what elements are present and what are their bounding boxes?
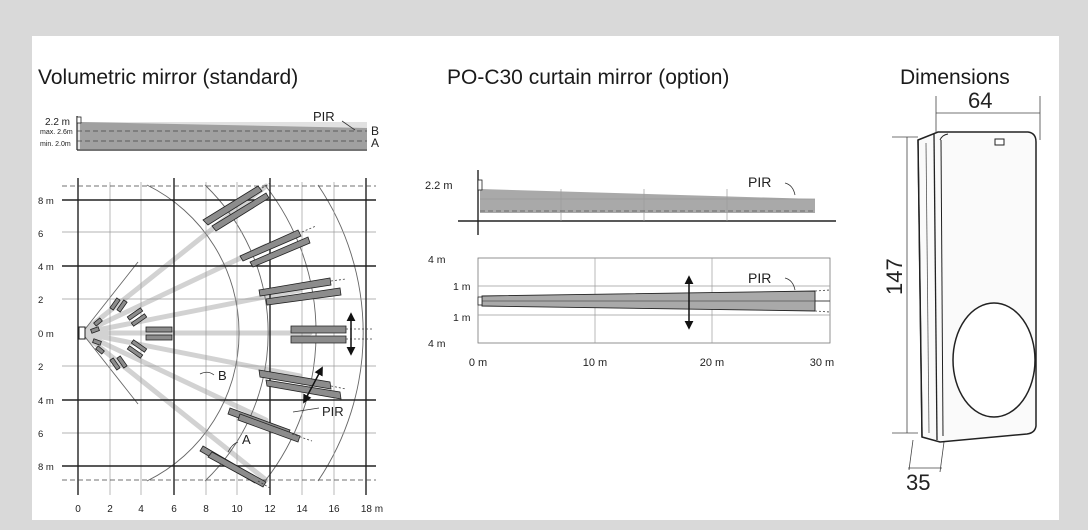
curtain-y-tick: 1 m [453,312,471,324]
curtain-top-view: PIR 4 m 1 m 1 m 4 m 0 m 10 m 20 m 30 m [428,254,834,369]
vol-y-tick-labels: 8 m 6 4 m 2 0 m 2 4 m 6 8 m [38,196,54,473]
dim-height-label: 147 [882,258,907,295]
dimensions-drawing: 64 147 35 [882,88,1040,495]
vol-x-tick: 14 [296,504,308,515]
curtain-x-tick: 20 m [700,357,724,369]
curtain-x-tick: 0 m [469,357,487,369]
vol-side-min-label: min. 2.0m [40,141,71,148]
dim-width-label: 64 [968,88,992,113]
curtain-y-tick: 4 m [428,254,446,266]
vol-x-tick: 6 [171,504,177,515]
vol-x-tick: 18 m [361,504,383,515]
vol-side-max-label: max. 2.6m [40,129,73,136]
curtain-x-tick-labels: 0 m 10 m 20 m 30 m [469,357,834,369]
vol-y-tick: 4 m [38,396,54,407]
vol-y-tick: 6 [38,429,43,440]
curtain-side-height-label: 2.2 m [425,180,453,192]
vol-x-tick: 2 [107,504,113,515]
curtain-sensor-icon [478,297,482,305]
device-led-window [995,139,1004,145]
vol-x-tick-labels: 0 2 4 6 8 10 12 14 16 18 m [75,504,383,515]
vol-y-tick: 0 m [38,329,54,340]
vol-x-tick: 0 [75,504,81,515]
curtain-side-pir-label: PIR [748,174,771,190]
vol-ray-fan [82,186,310,480]
curtain-y-tick: 4 m [428,338,446,350]
vol-x-tick: 10 [231,504,243,515]
volumetric-side-view: 2.2 m max. 2.6m min. 2.0m PIR B A [40,109,379,150]
device-mirror-lens [953,303,1035,417]
vol-y-tick: 2 [38,295,43,306]
vol-top-a-label: A [242,432,251,447]
vol-y-tick: 8 m [38,462,54,473]
vol-y-tick: 4 m [38,262,54,273]
vol-x-tick: 8 [203,504,209,515]
curtain-y-tick: 1 m [453,281,471,293]
vol-top-b-label: B [218,368,227,383]
vol-x-tick: 4 [138,504,144,515]
vol-top-pir-label: PIR [322,404,344,419]
vol-x-tick: 12 [264,504,276,515]
curtain-y-tick-labels: 4 m 1 m 1 m 4 m [428,254,471,350]
vol-sensor-icon [79,327,85,339]
curtain-x-tick: 10 m [583,357,607,369]
vol-y-tick: 2 [38,362,43,373]
vol-x-tick: 16 [328,504,340,515]
dim-depth-label: 35 [906,470,930,495]
curtain-side-view: 2.2 m PIR [425,170,836,235]
volumetric-top-view: B PIR A 8 m 6 4 m 2 0 m 2 4 m 6 8 m 0 2 … [38,178,383,515]
vol-side-pir-label: PIR [313,109,335,124]
curtain-top-pir-label: PIR [748,270,771,286]
vol-y-tick: 8 m [38,196,54,207]
vol-side-a-label: A [371,136,379,150]
vol-y-tick: 6 [38,229,43,240]
curtain-x-tick: 30 m [810,357,834,369]
vol-side-height-label: 2.2 m [45,117,70,128]
